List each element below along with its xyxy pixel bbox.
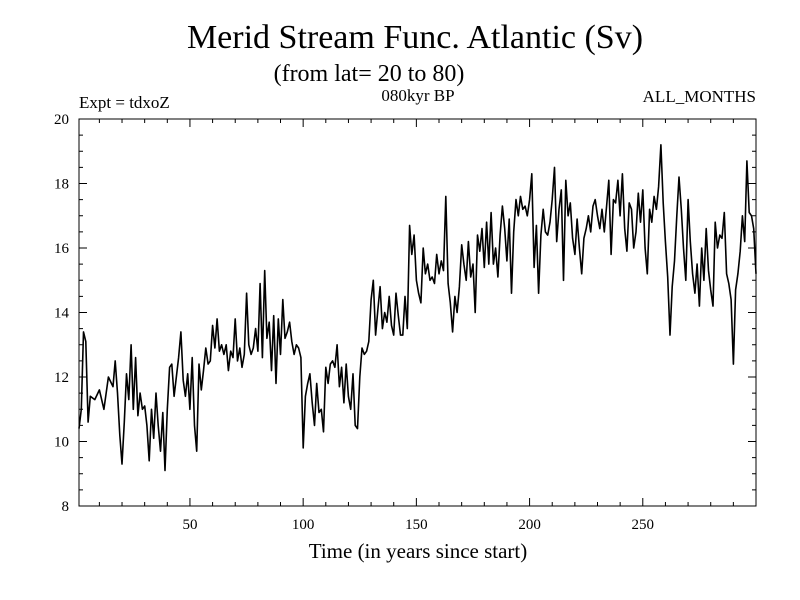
y-tick-label: 14	[54, 306, 70, 322]
plot-frame	[78, 118, 757, 507]
y-tick-label: 20	[54, 112, 69, 128]
x-tick-label: 150	[405, 517, 428, 533]
y-tick-label: 8	[62, 499, 70, 515]
months-label: ALL_MONTHS	[643, 87, 756, 106]
x-tick-label: 50	[182, 517, 197, 533]
chart-subtitle: (from lat= 20 to 80)	[274, 61, 465, 87]
x-tick-label: 250	[632, 517, 655, 533]
experiment-label: Expt = tdxoZ	[79, 93, 170, 112]
chart-title: Merid Stream Func. Atlantic (Sv)	[187, 19, 643, 56]
x-tick-label: 100	[292, 517, 315, 533]
x-axis-label: Time (in years since start)	[309, 539, 528, 563]
x-tick-label: 200	[518, 517, 541, 533]
y-tick-label: 10	[54, 435, 69, 451]
series-line	[78, 144, 757, 472]
y-axis-ticks: 8 10 12 14 16 18 20	[54, 112, 756, 515]
y-tick-label: 16	[54, 241, 70, 257]
period-label: 080kyr BP	[381, 86, 454, 105]
y-tick-label: 12	[54, 370, 69, 386]
y-tick-label: 18	[54, 177, 69, 193]
